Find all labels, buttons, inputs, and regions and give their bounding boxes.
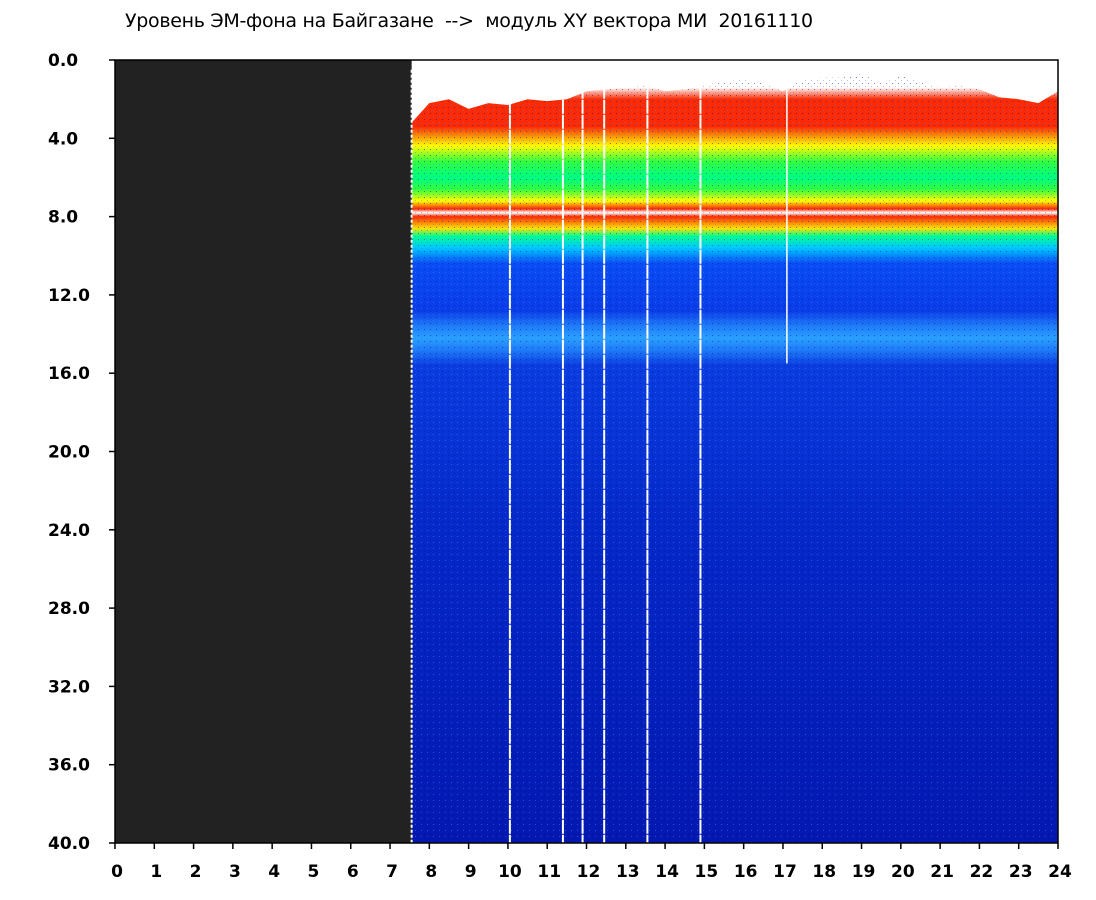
x-tick-label: 21 (930, 862, 954, 882)
x-tick-label: 19 (852, 862, 876, 882)
x-tick-label: 23 (1009, 862, 1033, 882)
x-tick-label: 22 (970, 862, 994, 882)
x-tick-label: 1 (150, 862, 162, 882)
no-data-region (115, 60, 412, 843)
y-tick-label: 0.0 (48, 51, 78, 71)
x-tick-label: 3 (229, 862, 241, 882)
x-tick-label: 4 (268, 862, 280, 882)
x-tick-label: 20 (891, 862, 915, 882)
y-tick-label: 32.0 (48, 677, 90, 697)
y-tick-label: 36.0 (48, 756, 90, 776)
signal-envelope (411, 60, 1058, 123)
x-tick-label: 13 (616, 862, 640, 882)
x-tick-label: 10 (498, 862, 522, 882)
x-tick-label: 6 (347, 862, 359, 882)
x-tick-label: 24 (1048, 862, 1072, 882)
x-tick-label: 18 (812, 862, 836, 882)
x-tick-label: 0 (111, 862, 123, 882)
y-tick-label: 28.0 (48, 599, 90, 619)
spectrogram-noise (411, 60, 1058, 843)
y-tick-label: 4.0 (48, 129, 78, 149)
x-tick-label: 2 (190, 862, 202, 882)
chart-title: Уровень ЭМ-фона на Байгазане --> модуль … (125, 10, 813, 32)
x-tick-label: 7 (386, 862, 398, 882)
x-tick-label: 17 (773, 862, 797, 882)
x-tick-label: 9 (465, 862, 477, 882)
y-tick-label: 16.0 (48, 364, 90, 384)
y-tick-label: 12.0 (48, 286, 90, 306)
x-tick-label: 12 (577, 862, 601, 882)
x-tick-label: 11 (537, 862, 561, 882)
x-tick-label: 14 (655, 862, 679, 882)
x-tick-label: 16 (734, 862, 758, 882)
y-tick-label: 40.0 (48, 834, 90, 854)
x-tick-label: 15 (695, 862, 719, 882)
x-tick-label: 5 (308, 862, 320, 882)
y-tick-label: 24.0 (48, 521, 90, 541)
x-tick-label: 8 (425, 862, 437, 882)
y-tick-label: 20.0 (48, 443, 90, 463)
y-tick-label: 8.0 (48, 208, 78, 228)
